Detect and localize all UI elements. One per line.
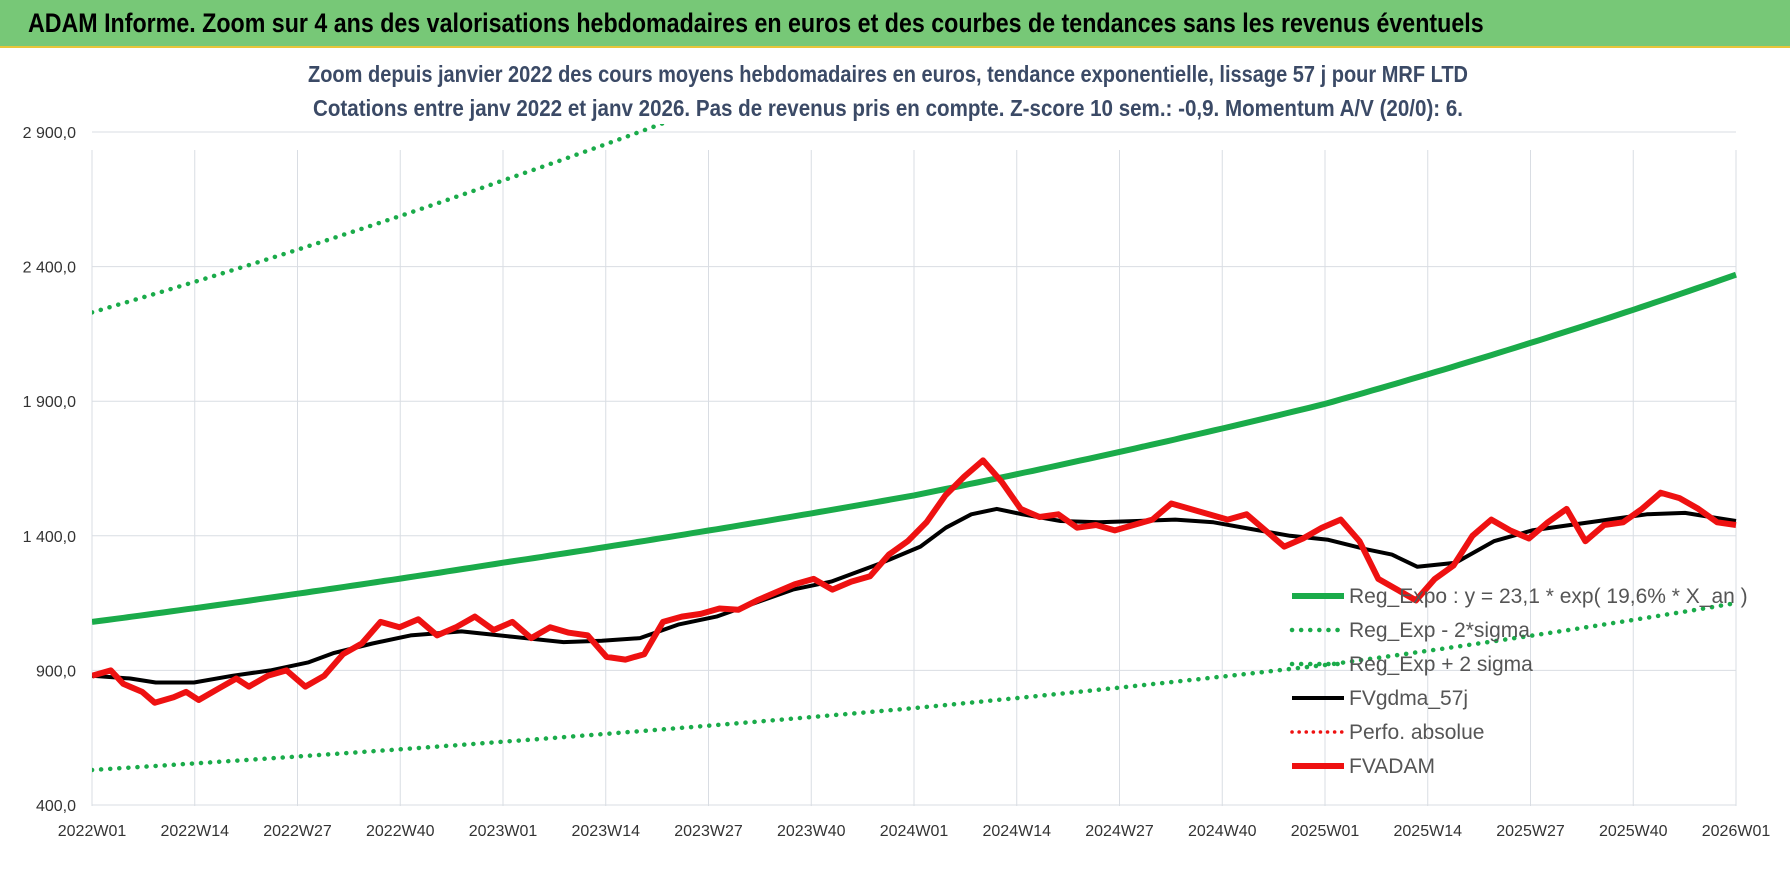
x-tick-label: 2022W27	[263, 823, 332, 840]
series-line	[92, 271, 1737, 625]
legend-label: Reg_Exp + 2 sigma	[1349, 653, 1533, 676]
banner-title: ADAM Informe. Zoom sur 4 ans des valoris…	[28, 8, 1484, 38]
y-tick-label: 2 900,0	[23, 125, 76, 142]
x-tick-label: 2023W27	[674, 823, 743, 840]
y-tick-label: 400,0	[36, 798, 76, 815]
x-axis: 2022W01 2022W14 2022W27 2022W40 2023W01 2023W…	[58, 823, 1771, 840]
chart-grid	[91, 131, 1737, 806]
y-tick-label: 1 900,0	[23, 394, 76, 411]
x-tick-label: 2025W27	[1496, 823, 1565, 840]
legend-label: Reg_Exp - 2*sigma	[1349, 619, 1530, 642]
chart-title: Zoom depuis janvier 2022 des cours moyen…	[308, 61, 1468, 87]
x-tick-label: 2024W40	[1188, 823, 1257, 840]
x-tick-label: 2022W01	[58, 823, 127, 840]
x-tick-label: 2022W40	[366, 823, 435, 840]
x-tick-label: 2023W14	[572, 823, 641, 840]
x-tick-label: 2023W01	[469, 823, 538, 840]
y-axis: 400,0 900,0 1 400,0 1 900,0 2 400,0 2 900,0	[23, 125, 76, 815]
x-tick-label: 2025W01	[1291, 823, 1360, 840]
chart-subtitle: Cotations entre janv 2022 et janv 2026. …	[313, 95, 1463, 121]
legend-label: FVADAM	[1349, 755, 1435, 778]
report-banner: ADAM Informe. Zoom sur 4 ans des valoris…	[0, 0, 1790, 48]
chart-series	[92, 88, 1739, 773]
y-tick-label: 900,0	[36, 663, 76, 680]
legend-label: Perfo. absolue	[1349, 721, 1484, 744]
x-tick-label: 2022W14	[161, 823, 230, 840]
series-line	[92, 600, 1739, 773]
y-tick-label: 2 400,0	[23, 260, 76, 277]
chart-legend: Reg_Expo : y = 23,1 * exp( 19,6% * X_an …	[1289, 585, 1748, 778]
chart-titles: Zoom depuis janvier 2022 des cours moyen…	[300, 54, 1475, 124]
legend-label: FVgdma_57j	[1349, 687, 1468, 710]
x-tick-label: 2025W40	[1599, 823, 1668, 840]
x-tick-label: 2025W14	[1394, 823, 1463, 840]
x-tick-label: 2024W27	[1085, 823, 1154, 840]
chart: 400,0 900,0 1 400,0 1 900,0 2 400,0 2 900,0 2…	[23, 54, 1771, 840]
x-tick-label: 2024W01	[880, 823, 949, 840]
y-tick-label: 1 400,0	[23, 529, 76, 546]
legend-label: Reg_Expo : y = 23,1 * exp( 19,6% * X_an …	[1349, 585, 1748, 608]
x-tick-label: 2026W01	[1702, 823, 1771, 840]
x-tick-label: 2023W40	[777, 823, 846, 840]
x-tick-label: 2024W14	[983, 823, 1052, 840]
series-line	[92, 457, 1737, 706]
